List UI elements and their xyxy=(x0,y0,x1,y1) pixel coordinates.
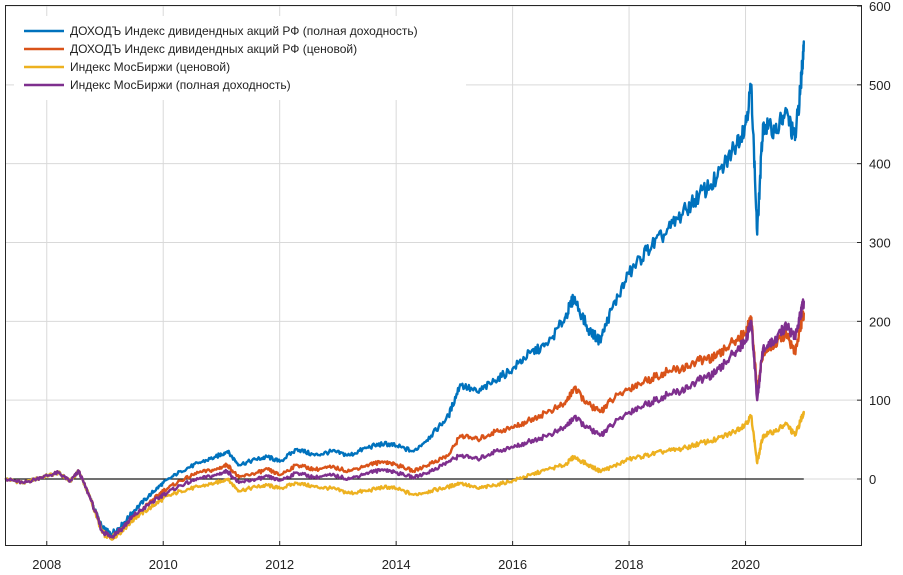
legend-label-1: ДОХОДЪ Индекс дивидендных акций РФ (полн… xyxy=(70,24,418,38)
x-tick-label-2016: 2016 xyxy=(498,557,527,572)
y-tick-label-500: 500 xyxy=(869,78,891,93)
x-tick-label-2018: 2018 xyxy=(615,557,644,572)
x-tick-label-2008: 2008 xyxy=(32,557,61,572)
y-tick-label-400: 400 xyxy=(869,157,891,172)
y-tick-label-300: 300 xyxy=(869,235,891,250)
series-line-1 xyxy=(4,40,805,537)
x-tick-label-2012: 2012 xyxy=(265,557,294,572)
series-line-3 xyxy=(4,410,805,541)
y-tick-label-0: 0 xyxy=(869,472,876,487)
series-line-4 xyxy=(4,298,805,539)
y-axis-ticks: 0 100 200 300 400 500 600 xyxy=(857,0,891,487)
legend-label-4: Индекс МосБиржи (полная доходность) xyxy=(70,78,291,92)
legend-box xyxy=(14,16,466,100)
x-axis-ticks: 2008 2010 2012 2014 2016 2018 2020 xyxy=(32,541,760,572)
plot-frame xyxy=(5,5,862,546)
x-tick-label-2014: 2014 xyxy=(382,557,411,572)
y-tick-label-200: 200 xyxy=(869,314,891,329)
series-lines xyxy=(4,40,805,541)
series-line-2 xyxy=(4,310,805,541)
legend-label-3: Индекс МосБиржи (ценовой) xyxy=(70,60,230,74)
legend: ДОХОДЪ Индекс дивидендных акций РФ (полн… xyxy=(14,16,466,100)
x-tick-label-2010: 2010 xyxy=(149,557,178,572)
legend-label-2: ДОХОДЪ Индекс дивидендных акций РФ (цено… xyxy=(70,42,357,56)
x-tick-label-2020: 2020 xyxy=(731,557,760,572)
y-tick-label-100: 100 xyxy=(869,393,891,408)
y-tick-label-600: 600 xyxy=(869,0,891,14)
